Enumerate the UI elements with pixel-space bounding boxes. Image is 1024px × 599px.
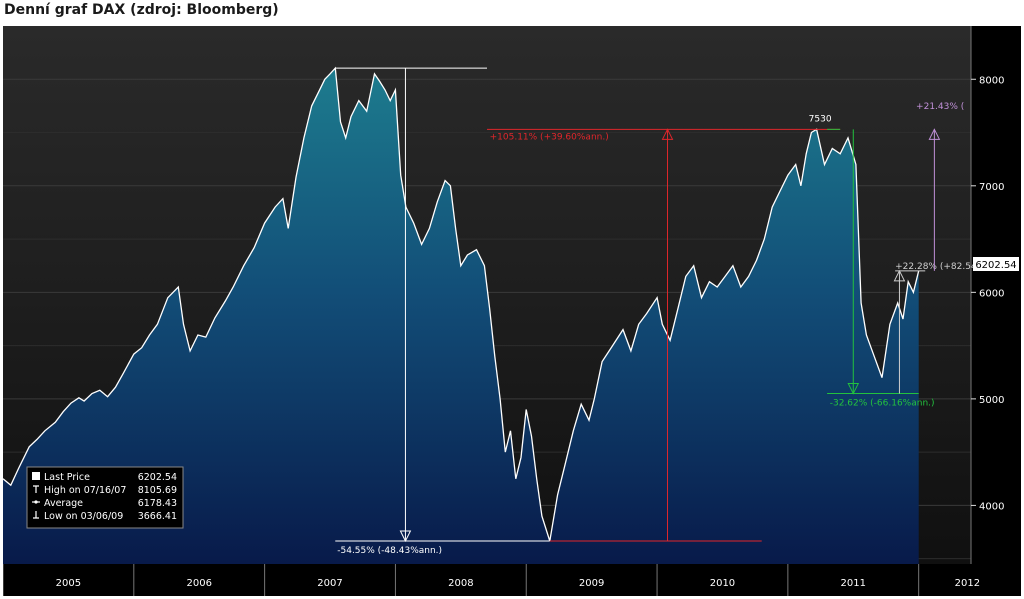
high-marker-icon xyxy=(33,485,39,493)
legend-box xyxy=(26,466,184,529)
y-tick-label: 8000 xyxy=(979,75,1004,86)
annotations: 7530 -54.55% (-48.43%ann.) +105.11% (+39.6… xyxy=(335,67,1009,556)
annotation-label: -54.55% (-48.43%ann.) xyxy=(337,546,442,556)
arrow-head xyxy=(661,128,674,140)
annotation-label: +22.28% (+82.54%ann.) xyxy=(895,262,1008,272)
x-tick-label: 2010 xyxy=(710,578,735,589)
legend-value: 8105.69 xyxy=(138,485,177,496)
x-tick-label: 2008 xyxy=(448,578,473,589)
legend-label: Average xyxy=(44,498,83,509)
arrow-head xyxy=(847,383,860,395)
legend-entry-low: Low on 03/06/09 3666.41 xyxy=(33,511,177,522)
legend-value: 3666.41 xyxy=(138,511,177,522)
last-price-marker: 6202.54 xyxy=(973,257,1019,271)
annotation-label: +21.43% ( xyxy=(916,102,964,112)
price-line xyxy=(3,66,920,542)
legend-value: 6178.43 xyxy=(138,498,177,509)
x-tick-label: 2009 xyxy=(579,578,604,589)
y-tick-label: 7000 xyxy=(979,182,1004,193)
x-axis: 2005 2006 2007 2008 2009 2010 2011 2012 xyxy=(3,564,980,596)
x-axis-panel xyxy=(3,564,1021,596)
x-tick-label: 2011 xyxy=(841,578,866,589)
legend-entry-average: Average 6178.43 xyxy=(32,498,177,509)
annotation-label: +105.11% (+39.60%ann.) xyxy=(490,132,609,142)
y-tick-label: 5000 xyxy=(979,395,1004,406)
y-tick-label: 4000 xyxy=(979,501,1004,512)
legend-label: Last Price xyxy=(44,472,90,483)
low-marker-icon xyxy=(33,511,39,519)
legend-entry-high: High on 07/16/07 8105.69 xyxy=(33,485,177,496)
last-price-box xyxy=(973,257,1019,271)
x-tick-label: 2006 xyxy=(186,578,211,589)
annotation-label: 7530 xyxy=(809,114,832,124)
dax-daily-chart: 7530 -54.55% (-48.43%ann.) +105.11% (+39.6… xyxy=(3,26,1021,596)
arrow-head xyxy=(399,530,412,543)
y-tick-label: 6000 xyxy=(979,288,1004,299)
annotation-label: -32.62% (-66.16%ann.) xyxy=(830,399,935,409)
last-price-label: 6202.54 xyxy=(975,260,1016,271)
legend: Last Price 6202.54 High on 07/16/07 8105… xyxy=(26,466,184,529)
y-axis: 4000 5000 6000 7000 8000 xyxy=(970,26,1004,564)
x-tick-label: 2012 xyxy=(955,578,980,589)
arrow-head xyxy=(893,269,906,282)
last-price-swatch xyxy=(32,472,40,480)
page-title: Denní graf DAX (zdroj: Bloomberg) xyxy=(4,2,279,18)
legend-label: Low on 03/06/09 xyxy=(44,511,123,522)
legend-label: High on 07/16/07 xyxy=(44,485,126,496)
axis-panel xyxy=(971,26,1021,564)
legend-value: 6202.54 xyxy=(138,472,177,483)
arrow-head xyxy=(928,128,941,140)
x-tick-label: 2005 xyxy=(56,578,81,589)
average-dot-icon xyxy=(34,500,38,504)
price-area xyxy=(3,68,919,564)
legend-entry-last-price: Last Price 6202.54 xyxy=(32,472,177,483)
x-tick-label: 2007 xyxy=(317,578,342,589)
